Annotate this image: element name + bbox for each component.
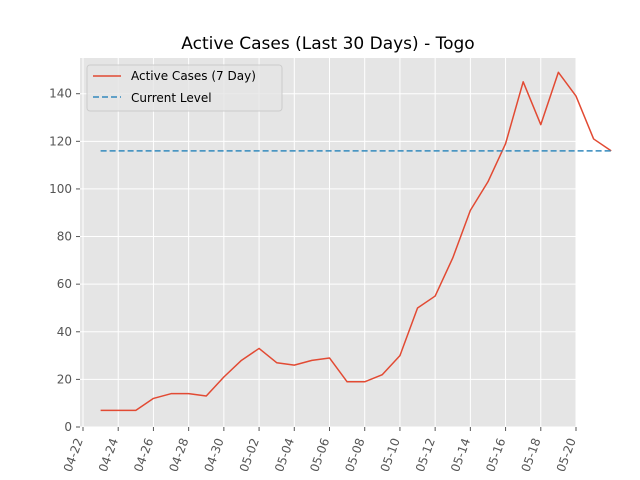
x-tick-label: 05-12 bbox=[413, 436, 438, 474]
y-tick-label: 60 bbox=[57, 277, 72, 291]
y-tick-label: 80 bbox=[57, 230, 72, 244]
x-tick-label: 05-04 bbox=[272, 436, 297, 474]
plot-area bbox=[80, 58, 576, 427]
y-tick-label: 140 bbox=[49, 87, 72, 101]
series-lines bbox=[100, 71, 612, 412]
x-tick-label: 05-16 bbox=[483, 436, 508, 474]
y-tick-label: 40 bbox=[57, 325, 72, 339]
series-line-active-cases bbox=[100, 71, 612, 412]
legend-box bbox=[86, 64, 283, 112]
legend-label-active-cases: Active Cases (7 Day) bbox=[131, 69, 256, 83]
legend: Active Cases (7 Day) Current Level bbox=[86, 64, 283, 112]
legend-label-current-level: Current Level bbox=[131, 91, 212, 105]
x-tick-label: 05-08 bbox=[342, 436, 367, 474]
x-tick-label: 04-24 bbox=[96, 436, 121, 474]
grid-lines bbox=[80, 58, 577, 428]
x-tick-label: 05-10 bbox=[378, 436, 403, 474]
y-tick-label: 20 bbox=[57, 372, 72, 386]
x-tick-label: 05-14 bbox=[448, 436, 473, 474]
chart-title: Active Cases (Last 30 Days) - Togo bbox=[181, 34, 474, 54]
x-tick-label: 04-22 bbox=[61, 436, 86, 474]
x-tick-label: 05-02 bbox=[237, 436, 262, 474]
x-tick-label: 04-28 bbox=[166, 436, 191, 474]
y-tick-label: 100 bbox=[49, 182, 72, 196]
y-tick-label: 0 bbox=[64, 420, 72, 434]
x-tick-label: 05-20 bbox=[554, 436, 579, 474]
x-tick-label: 05-18 bbox=[519, 436, 544, 474]
y-tick-label: 120 bbox=[49, 134, 72, 148]
x-tick-label: 05-06 bbox=[307, 436, 332, 474]
x-tick-label: 04-26 bbox=[131, 436, 156, 474]
x-tick-label: 04-30 bbox=[202, 436, 227, 474]
